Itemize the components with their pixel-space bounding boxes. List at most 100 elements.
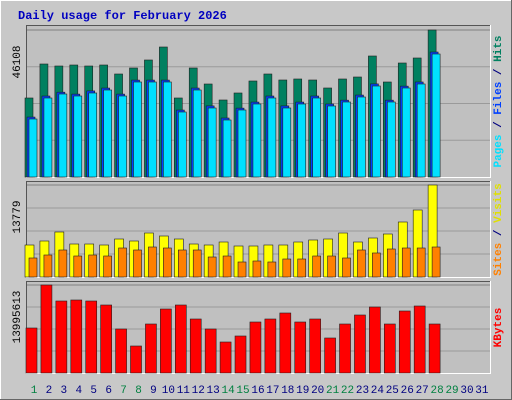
- bar: [237, 261, 247, 278]
- bar: [118, 247, 127, 278]
- bar: [133, 81, 142, 178]
- bar: [163, 247, 172, 278]
- x-tick-label: 25: [386, 385, 399, 397]
- x-tick-label: 14: [221, 385, 235, 397]
- bar: [103, 89, 112, 178]
- bar: [357, 249, 366, 278]
- bar: [249, 321, 262, 374]
- x-tick-label: 1: [31, 385, 38, 397]
- bar: [189, 318, 202, 374]
- bar: [175, 304, 187, 374]
- bar: [297, 103, 307, 178]
- bar: [192, 89, 202, 178]
- bar: [133, 249, 142, 278]
- bar: [219, 341, 232, 374]
- x-tick-label: 6: [105, 385, 112, 397]
- bar: [401, 247, 411, 278]
- bar: [252, 260, 262, 278]
- bar: [58, 249, 68, 278]
- x-tick-label: 30: [460, 385, 473, 397]
- legend-entry: Files: [493, 82, 505, 115]
- bar: [369, 306, 381, 374]
- bar: [88, 92, 98, 178]
- legend: KBytes: [493, 308, 505, 348]
- bar: [145, 323, 157, 374]
- x-tick-label: 23: [356, 385, 369, 397]
- x-tick-label: 22: [341, 385, 354, 397]
- bar: [55, 300, 68, 374]
- legend-entry: Pages: [493, 135, 505, 168]
- bar: [416, 83, 426, 178]
- bar: [279, 312, 292, 374]
- x-tick-label: 13: [207, 385, 220, 397]
- bar: [207, 256, 217, 278]
- legend-entry: Visits: [493, 183, 505, 223]
- bar: [178, 111, 187, 178]
- bar: [387, 101, 396, 178]
- bar: [148, 246, 157, 278]
- x-tick-label: 5: [90, 385, 97, 397]
- x-tick-label: 8: [135, 385, 142, 397]
- bar: [43, 97, 53, 178]
- x-tick-label: 2: [46, 385, 53, 397]
- x-tick-label: 12: [192, 385, 205, 397]
- bar: [163, 81, 172, 178]
- bar: [28, 257, 38, 278]
- bar: [160, 308, 172, 374]
- y-tick-label: 46108: [12, 45, 24, 78]
- bar: [327, 105, 336, 178]
- bar: [357, 96, 366, 178]
- bar: [43, 254, 53, 278]
- x-tick-label: 16: [251, 385, 264, 397]
- bar: [372, 85, 381, 178]
- bar: [416, 247, 426, 278]
- x-tick-label: 29: [445, 385, 458, 397]
- x-tick-label: 26: [401, 385, 414, 397]
- legend-entry: Sites: [493, 243, 505, 276]
- x-tick-label: 19: [296, 385, 309, 397]
- bar: [148, 81, 157, 178]
- legend-separator: /: [493, 115, 505, 135]
- legend: Pages / Files / Hits: [493, 35, 505, 167]
- bar: [115, 328, 127, 374]
- bar: [354, 314, 366, 374]
- bar: [267, 261, 277, 278]
- bar: [73, 95, 83, 178]
- bar: [267, 97, 277, 178]
- bar: [130, 345, 142, 374]
- x-tick-label: 3: [61, 385, 68, 397]
- bar: [28, 118, 38, 178]
- bar: [88, 254, 98, 278]
- y-tick-label: 13779: [12, 200, 24, 233]
- bar: [309, 318, 321, 374]
- legend: Sites / Visits: [493, 183, 505, 275]
- x-tick-label: 28: [431, 385, 444, 397]
- bar: [431, 53, 441, 178]
- bar: [342, 101, 351, 178]
- legend-separator: /: [493, 62, 505, 82]
- bar: [58, 93, 68, 178]
- bar: [282, 258, 292, 278]
- x-tick-label: 27: [416, 385, 429, 397]
- x-tick-label: 10: [162, 385, 175, 397]
- x-tick-label: 21: [326, 385, 340, 397]
- chart-title: Daily usage for February 2026: [18, 9, 227, 23]
- bar: [428, 323, 441, 374]
- bar: [372, 252, 381, 278]
- bar: [103, 255, 112, 278]
- bar: [222, 255, 232, 278]
- x-tick-label: 15: [236, 385, 249, 397]
- bar: [40, 284, 53, 374]
- bar: [264, 318, 277, 374]
- bar: [73, 255, 83, 278]
- x-tick-label: 18: [281, 385, 294, 397]
- bar: [252, 103, 262, 178]
- bar: [294, 321, 307, 374]
- bar: [297, 258, 307, 278]
- bar: [222, 119, 232, 178]
- bar: [192, 249, 202, 278]
- bar: [234, 335, 247, 374]
- legend-separator: /: [493, 223, 505, 243]
